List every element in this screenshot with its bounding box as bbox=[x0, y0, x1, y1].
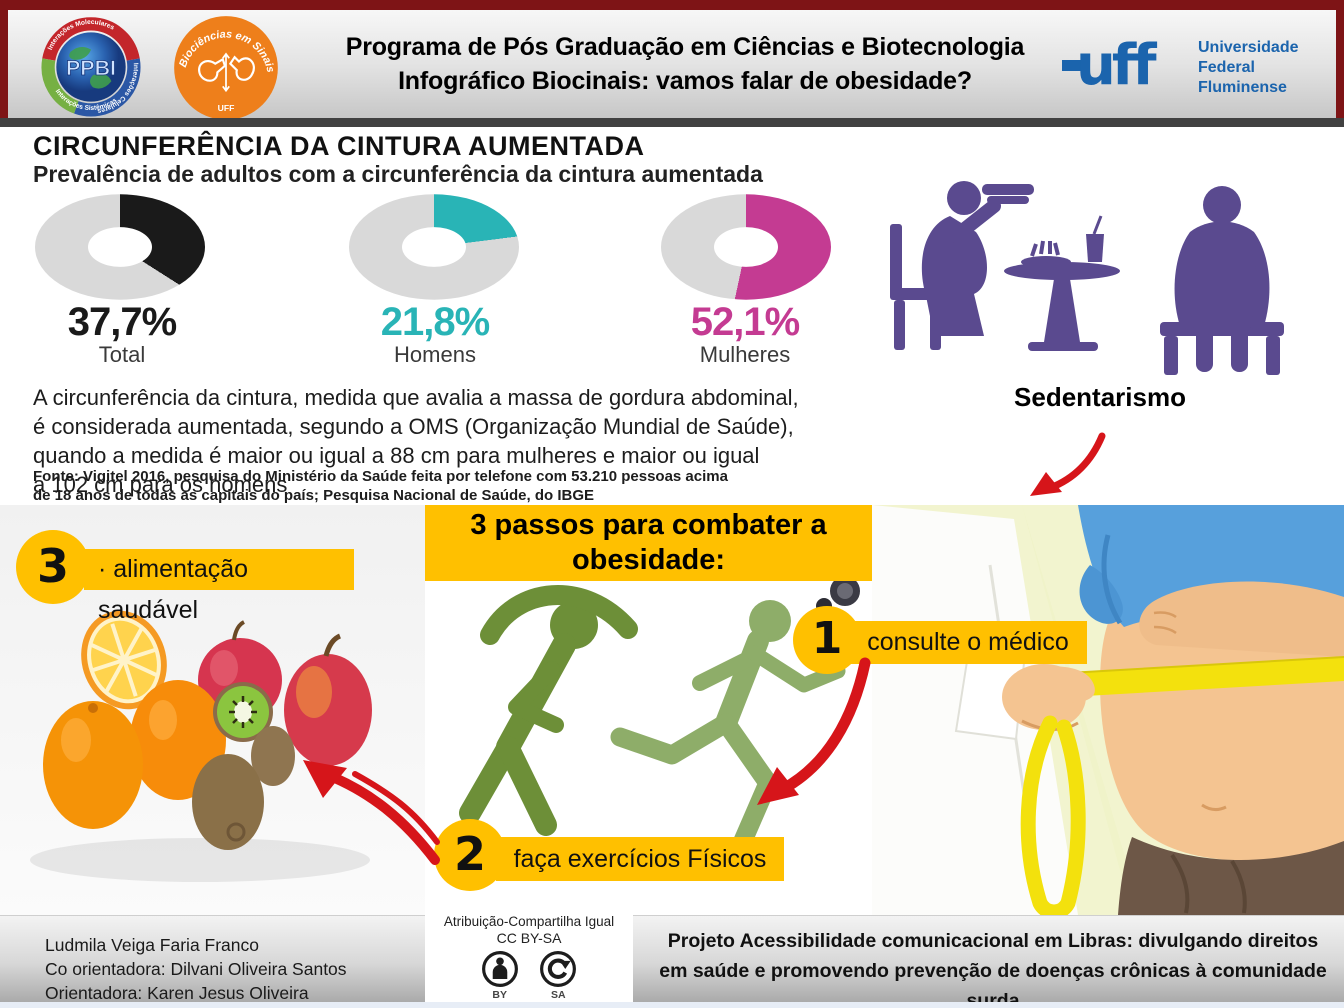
biociencias-uff-label: UFF bbox=[218, 103, 235, 113]
donut-value-total: 37,7% bbox=[67, 300, 177, 344]
donut-value-homens: 21,8% bbox=[380, 300, 490, 344]
steps-banner: 3 passos para combater a obesidade: bbox=[425, 505, 872, 581]
header-divider bbox=[0, 118, 1344, 127]
step-1-number: 1 bbox=[793, 606, 861, 674]
person-sitting-icon bbox=[1160, 186, 1284, 375]
donut-stat-mulheres: 52,1% Mulheres bbox=[630, 302, 860, 368]
uff-logo: uff Universidade Federal Fluminense bbox=[1062, 33, 1316, 106]
exercise-figures-icon bbox=[459, 585, 846, 853]
header-border-top bbox=[0, 0, 1344, 10]
red-arrow-step1-icon bbox=[757, 657, 871, 805]
donut-chart-homens bbox=[349, 194, 519, 300]
uff-logo-abbr: uff bbox=[1076, 33, 1157, 98]
description-text: A circunferência da cintura, medida que … bbox=[33, 385, 799, 497]
kiwi-half-icon bbox=[213, 682, 273, 742]
red-arrow-sedentarism-icon bbox=[1030, 432, 1106, 496]
ppbi-center-label: PPBI bbox=[66, 56, 116, 80]
biociencias-em-sinais-logo-icon: Biociências em Sinais UFF bbox=[174, 16, 278, 120]
donut-stat-total: 37,7% Total bbox=[7, 302, 237, 368]
section-title: CIRCUNFERÊNCIA DA CINTURA AUMENTADA bbox=[33, 131, 645, 161]
step-1-label: consulte o médico bbox=[849, 621, 1087, 664]
source-text: Fonte: Vigitel 2016, pesquisa do Ministé… bbox=[33, 468, 728, 504]
red-arrow-fruit-icon bbox=[303, 760, 440, 865]
credit-orientadora: Orientadora: Karen Jesus Oliveira bbox=[45, 983, 309, 1003]
footer: Ludmila Veiga Faria Franco Co orientador… bbox=[0, 911, 1344, 1008]
stretching-figure-icon bbox=[459, 585, 638, 836]
donut-chart-total bbox=[35, 194, 205, 300]
step-2-label: faça exercícios Físicos bbox=[496, 837, 784, 881]
step-3-label: · alimentação saudável bbox=[84, 549, 354, 624]
step-2-number: 2 bbox=[434, 819, 506, 891]
cc-by-icon bbox=[482, 951, 518, 987]
cc-license-subtitle: CC BY-SA bbox=[496, 930, 562, 946]
donut-label-mulheres: Mulheres bbox=[699, 342, 791, 367]
sedentarism-label: Sedentarismo bbox=[1014, 382, 1186, 412]
bottom-strip bbox=[0, 1002, 1344, 1008]
fruits-illustration bbox=[30, 610, 372, 882]
project-text: Projeto Acessibilidade comunicacional em… bbox=[659, 930, 1327, 1008]
running-figure-icon bbox=[610, 600, 846, 853]
doctor-measuring-waist-illustration bbox=[872, 505, 1344, 915]
kiwi-big-icon bbox=[192, 754, 264, 850]
donut-stat-homens: 21,8% Homens bbox=[320, 302, 550, 368]
header-border-right bbox=[1336, 0, 1344, 118]
step-3-number: 3 bbox=[16, 530, 90, 604]
header: Programa de Pós Graduação em Ciências e … bbox=[0, 0, 1344, 120]
donut-chart-mulheres bbox=[661, 194, 831, 300]
header-border-left bbox=[0, 0, 8, 118]
orange-whole-1-icon bbox=[43, 701, 143, 829]
credits: Ludmila Veiga Faria Franco Co orientador… bbox=[45, 933, 347, 1005]
section-subtitle: Prevalência de adultos com a circunferên… bbox=[33, 161, 763, 187]
donut-label-total: Total bbox=[98, 342, 146, 367]
donut-label-homens: Homens bbox=[394, 342, 476, 367]
cc-sa-icon bbox=[540, 951, 576, 987]
credit-author: Ludmila Veiga Faria Franco bbox=[45, 935, 259, 955]
cc-license-box: Atribuição-Compartilha Igual CC BY-SA BY… bbox=[425, 911, 633, 1008]
page-title-line2: Infográfico Biocinais: vamos falar de ob… bbox=[398, 67, 972, 95]
uff-logo-dash bbox=[1062, 60, 1084, 71]
donut-value-mulheres: 52,1% bbox=[690, 300, 800, 344]
kiwi-small-icon bbox=[251, 726, 295, 786]
credit-co-orientadora: Co orientadora: Dilvani Oliveira Santos bbox=[45, 959, 347, 979]
hands-icon bbox=[198, 52, 255, 93]
uff-logo-name: Universidade Federal Fluminense bbox=[1198, 39, 1299, 96]
cc-badge-labels: BY SA bbox=[492, 989, 566, 1001]
sedentarism-icons bbox=[890, 181, 1284, 375]
apple-right-icon bbox=[284, 633, 372, 766]
cc-icons bbox=[425, 949, 633, 989]
person-eating-icon bbox=[890, 181, 1120, 351]
page-title: Programa de Pós Graduação em Ciências e … bbox=[295, 30, 1075, 98]
cc-license-title: Atribuição-Compartilha Igual bbox=[443, 914, 615, 929]
orange-half-icon bbox=[81, 610, 167, 710]
page-title-line1: Programa de Pós Graduação em Ciências e … bbox=[345, 33, 1025, 61]
ppbi-logo-icon: Interações Moleculares Interações Celula… bbox=[41, 17, 141, 117]
